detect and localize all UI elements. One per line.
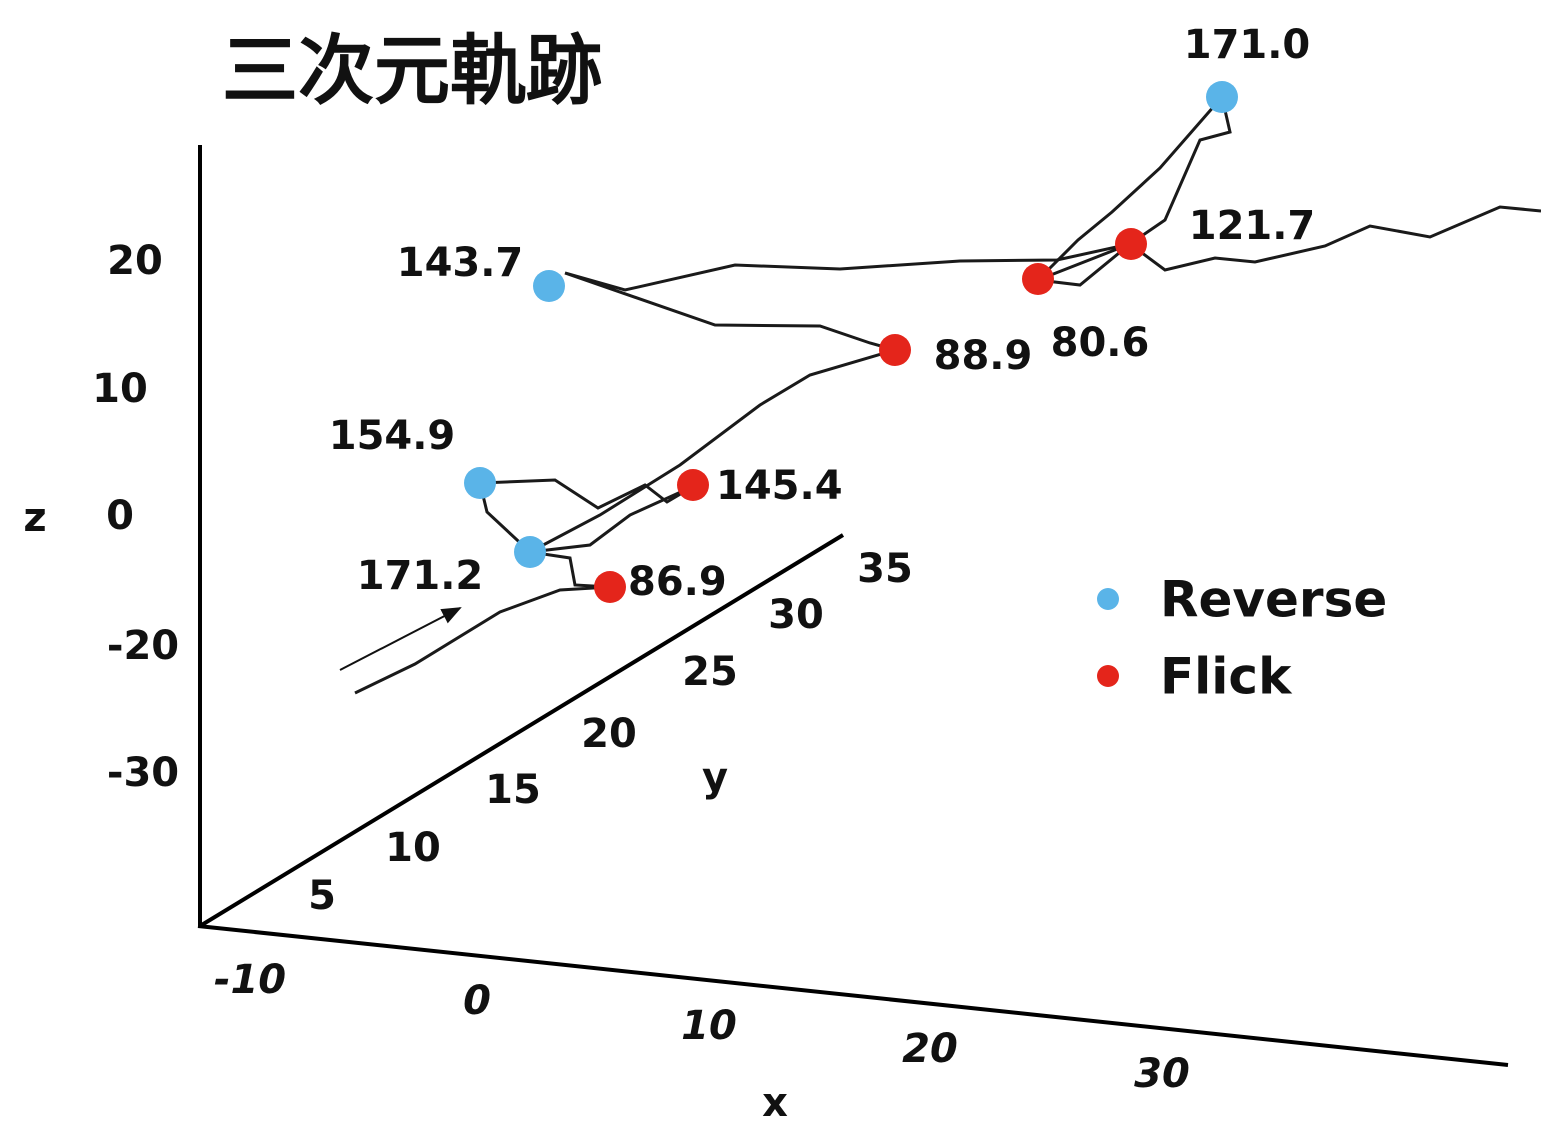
event-label: 88.9: [934, 333, 1033, 379]
y-tick-label: 10: [385, 825, 441, 871]
event-marker: [514, 536, 546, 568]
y-tick-label: 35: [857, 546, 913, 592]
y-axis-label: y: [702, 755, 728, 801]
x-tick-label: 30: [1134, 1051, 1190, 1097]
y-tick-label: 5: [308, 873, 336, 919]
z-tick-label: 0: [106, 493, 134, 539]
event-label: 80.6: [1051, 320, 1150, 366]
z-axis-label: z: [23, 495, 46, 541]
legend-marker: [1097, 665, 1119, 687]
event-marker: [879, 334, 911, 366]
event-label: 154.9: [329, 413, 456, 459]
event-label: 86.9: [628, 559, 727, 605]
z-tick-label: 20: [107, 238, 163, 284]
event-marker: [594, 571, 626, 603]
y-tick-label: 20: [581, 711, 637, 757]
z-tick-label: 10: [92, 366, 148, 412]
event-label: 145.4: [716, 463, 843, 509]
z-tick-label: -30: [107, 750, 179, 796]
legend-marker: [1097, 588, 1119, 610]
legend-label: Flick: [1160, 648, 1293, 706]
title: 三次元軌跡: [222, 26, 602, 115]
z-tick-label: -20: [107, 623, 179, 669]
event-marker: [677, 469, 709, 501]
x-axis-label: x: [762, 1080, 788, 1126]
event-label: 143.7: [397, 240, 524, 286]
legend-label: Reverse: [1160, 571, 1387, 629]
event-label: 171.2: [357, 553, 484, 599]
event-marker: [1206, 81, 1238, 113]
event-label: 171.0: [1184, 22, 1311, 68]
y-tick-label: 25: [682, 649, 738, 695]
direction-arrow: [339, 607, 462, 671]
y-tick-label: 30: [768, 592, 824, 638]
x-axis: [197, 924, 1509, 1067]
event-marker: [464, 467, 496, 499]
x-tick-label: 10: [681, 1003, 737, 1049]
y-tick-label: 15: [485, 767, 541, 813]
event-marker: [533, 270, 565, 302]
x-tick-label: -10: [214, 957, 286, 1003]
event-label: 121.7: [1189, 203, 1316, 249]
x-tick-label: 0: [463, 978, 491, 1024]
event-marker: [1022, 263, 1054, 295]
y-axis: [198, 533, 845, 928]
event-marker: [1115, 228, 1147, 260]
x-tick-label: 20: [902, 1026, 958, 1072]
